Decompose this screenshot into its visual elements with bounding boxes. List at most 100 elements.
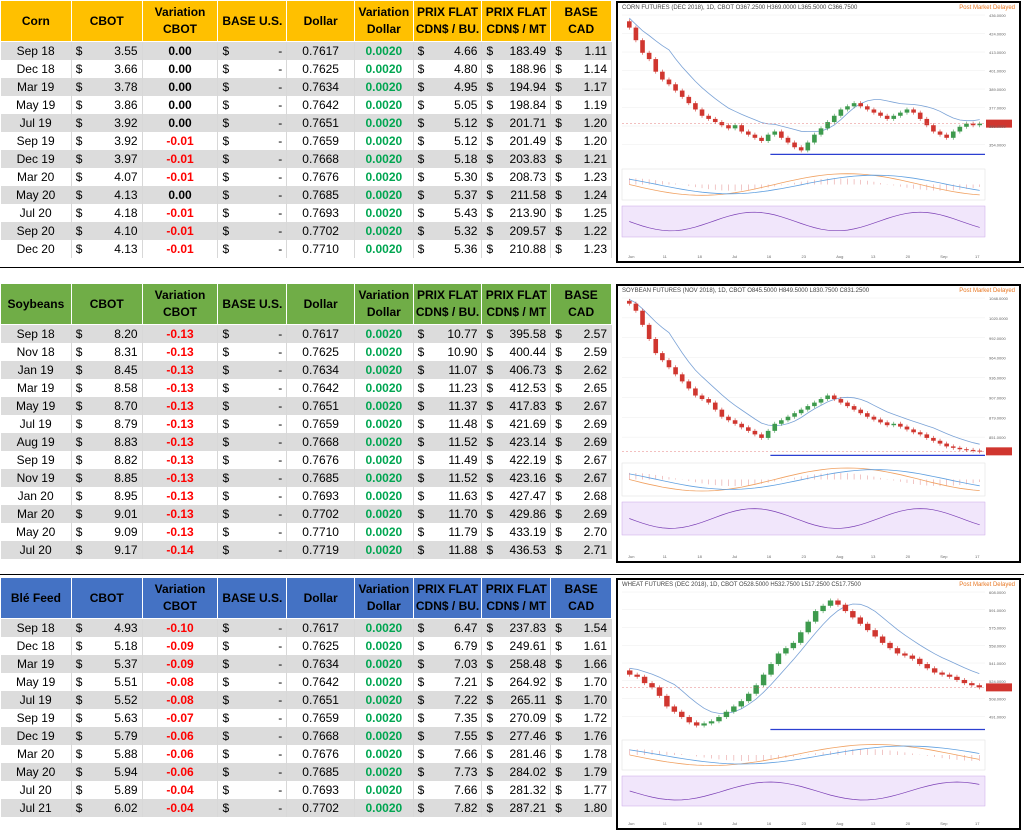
- prix-flat-bu-value: 11.70: [448, 507, 478, 521]
- month-value: May 19: [15, 98, 56, 112]
- base-cad-value: 1.66: [583, 657, 607, 671]
- month-cell: Sep 19: [0, 709, 72, 727]
- column-header: Variation CBOT: [141, 0, 219, 42]
- variation-cbot-value: -0.13: [166, 453, 194, 467]
- base-us-cell: $ -: [217, 763, 288, 781]
- variation-cbot-cell: -0.13: [142, 487, 219, 505]
- variation-cbot-cell: -0.01: [142, 168, 219, 186]
- cbot-cell: $9.17: [71, 541, 143, 559]
- cbot-cell: $4.93: [71, 618, 143, 637]
- variation-dollar-cell: 0.0020: [354, 186, 414, 204]
- dollar-sign: $: [417, 435, 425, 449]
- candle-body: [950, 446, 956, 448]
- prix-flat-bu-cell: $7.35: [413, 709, 483, 727]
- wheat-futures-chart[interactable]: WHEAT FUTURES (DEC 2018), 1D, CBOT O528.…: [616, 578, 1021, 830]
- variation-dollar-value: 0.0020: [365, 453, 403, 467]
- month-value: Mar 20: [16, 747, 55, 761]
- dollar-sign: $: [222, 345, 230, 359]
- x-axis-tick: 20: [906, 554, 911, 559]
- dollar-sign: $: [417, 188, 425, 202]
- base-cad-cell: $2.68: [550, 487, 612, 505]
- table-row: May 19 $3.86 0.00 $ -0.7642 0.0020 $5.05 $198.8…: [0, 96, 612, 114]
- x-axis-tick: 23: [802, 821, 807, 826]
- candle-body: [878, 419, 883, 423]
- month-cell: Dec 18: [0, 60, 72, 78]
- variation-cbot-cell: -0.13: [142, 451, 219, 469]
- candle-body: [723, 711, 730, 718]
- prix-flat-bu-cell: $4.80: [413, 60, 483, 78]
- cbot-value: 3.92: [114, 116, 138, 130]
- dollar-sign: $: [75, 639, 83, 653]
- candle-body: [666, 360, 672, 368]
- candlestick-plot: 608.0000 591.0000 575.0000 558.0000 541.0000…: [621, 590, 1012, 826]
- dollar-sign: $: [417, 80, 425, 94]
- table-row: Dec 19 $5.79 -0.06 $ -0.7668 0.0020 $7.55 $277.…: [0, 727, 612, 745]
- dollar-sign: $: [555, 711, 562, 725]
- column-header: CBOT: [70, 577, 143, 619]
- base-cad-cell: $1.25: [550, 204, 612, 222]
- dollar-sign: $: [222, 44, 230, 58]
- month-cell: Sep 18: [0, 618, 72, 637]
- month-value: Dec 19: [16, 152, 55, 166]
- candle-body: [825, 395, 830, 400]
- dollar-sign: $: [222, 675, 230, 689]
- base-us-value: -: [278, 188, 283, 202]
- y-axis-tick: 508.0000: [989, 697, 1006, 702]
- base-cad-value: 1.19: [583, 98, 607, 112]
- cbot-value: 9.17: [114, 543, 138, 557]
- dollar-sign: $: [75, 417, 83, 431]
- base-cad-cell: $1.17: [550, 78, 612, 96]
- cbot-value: 5.51: [114, 675, 138, 689]
- candle-body: [898, 112, 903, 116]
- prix-flat-bu-value: 7.66: [454, 783, 478, 797]
- base-cad-cell: $1.79: [550, 763, 612, 781]
- variation-cbot-cell: -0.01: [142, 204, 219, 222]
- dollar-sign: $: [417, 783, 425, 797]
- corn-futures-chart[interactable]: CORN FUTURES (DEC 2018), 1D, CBOT O367.2…: [616, 1, 1021, 263]
- variation-dollar-cell: 0.0020: [354, 655, 414, 673]
- dollar-value: 0.7702: [302, 507, 339, 521]
- dollar-sign: $: [75, 152, 83, 166]
- table-row: Jul 19 $8.79 -0.13 $ -0.7659 0.0020 $11.48 $421…: [0, 415, 612, 433]
- dollar-sign: $: [486, 801, 494, 815]
- macd-line: [629, 173, 980, 196]
- soy-futures-chart[interactable]: SOYBEAN FUTURES (NOV 2018), 1D, CBOT O84…: [616, 284, 1021, 563]
- column-header: Corn: [0, 0, 72, 42]
- cbot-value: 4.10: [114, 224, 138, 238]
- prix-flat-mt-cell: $265.11: [481, 691, 552, 709]
- prix-flat-bu-cell: $5.12: [413, 132, 483, 150]
- cbot-cell: $4.18: [71, 204, 143, 222]
- candle-body: [765, 430, 771, 438]
- dollar-sign: $: [75, 729, 83, 743]
- table-row: May 20 $9.09 -0.13 $ -0.7710 0.0020 $11.79 $433…: [0, 523, 612, 541]
- dollar-cell: 0.7642: [286, 673, 355, 691]
- cbot-value: 4.07: [114, 170, 138, 184]
- variation-cbot-value: -0.13: [166, 345, 194, 359]
- prix-flat-mt-cell: $281.46: [481, 745, 552, 763]
- variation-dollar-value: 0.0020: [365, 765, 403, 779]
- dollar-sign: $: [486, 639, 494, 653]
- table-row: Mar 20 $5.88 -0.06 $ -0.7676 0.0020 $7.66 $281.…: [0, 745, 612, 763]
- variation-cbot-cell: 0.00: [142, 114, 219, 132]
- prix-flat-bu-cell: $5.30: [413, 168, 483, 186]
- prix-flat-bu-value: 5.36: [454, 242, 478, 256]
- cbot-cell: $5.63: [71, 709, 143, 727]
- variation-cbot-cell: -0.01: [142, 240, 219, 258]
- month-cell: May 20: [0, 523, 72, 541]
- base-us-value: -: [278, 327, 283, 341]
- variation-cbot-value: -0.13: [166, 417, 194, 431]
- variation-dollar-value: 0.0020: [365, 242, 403, 256]
- candle-body: [699, 395, 705, 400]
- dollar-sign: $: [222, 363, 230, 377]
- table-row: May 20 $5.94 -0.06 $ -0.7685 0.0020 $7.73 $284.…: [0, 763, 612, 781]
- base-cad-value: 1.54: [583, 621, 607, 635]
- dollar-sign: $: [555, 507, 562, 521]
- column-header: Dollar: [286, 577, 355, 619]
- base-us-cell: $ -: [217, 41, 288, 60]
- column-header: PRIX FLAT CDN$ / BU.: [412, 577, 483, 619]
- variation-cbot-value: -0.13: [166, 399, 194, 413]
- y-axis-tick: 1048.0000: [989, 296, 1009, 301]
- column-header: BASE CAD: [550, 577, 612, 619]
- column-header: BASE CAD: [550, 283, 612, 325]
- cbot-value: 3.97: [114, 152, 138, 166]
